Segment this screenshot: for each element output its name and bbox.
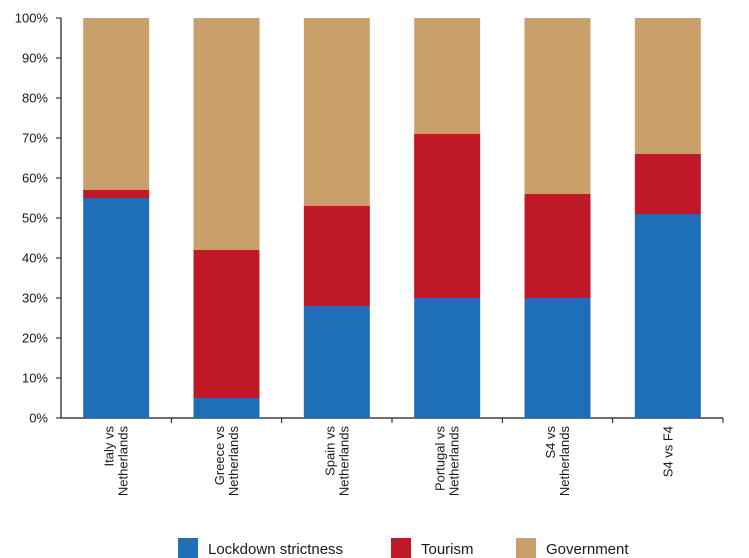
- y-tick-label: 100%: [15, 11, 49, 26]
- bar-segment-government: [193, 18, 260, 250]
- x-category-label-line: Netherlands: [447, 426, 462, 497]
- x-category-label-line: Spain vs: [322, 426, 337, 476]
- bar-segment-tourism: [634, 154, 701, 214]
- y-tick-label: 30%: [22, 291, 48, 306]
- bar-segment-government: [303, 18, 370, 206]
- legend-label: Tourism: [421, 541, 474, 558]
- y-tick-label: 90%: [22, 51, 48, 66]
- bar-segment-lockdown-strictness: [83, 198, 150, 418]
- legend: Lockdown strictness Tourism Government: [178, 538, 629, 558]
- bar-segment-lockdown-strictness: [634, 214, 701, 418]
- legend-swatch: [391, 538, 411, 558]
- x-category-label-line: Portugal vs: [433, 426, 448, 492]
- x-category-label-line: Netherlands: [226, 426, 241, 497]
- bar-segment-tourism: [303, 206, 370, 306]
- legend-swatch: [516, 538, 536, 558]
- bar-segment-lockdown-strictness: [414, 298, 481, 418]
- x-category-label: Italy vs Netherlands: [102, 426, 131, 497]
- bar-segment-lockdown-strictness: [303, 306, 370, 418]
- y-tick-label: 20%: [22, 331, 48, 346]
- x-category-label: Greece vs Netherlands: [212, 426, 241, 497]
- y-tick-label: 0%: [29, 411, 48, 426]
- x-category-label-line: Netherlands: [336, 426, 351, 497]
- x-category-label-line: Greece vs: [212, 426, 227, 486]
- bar-segment-government: [414, 18, 481, 134]
- bar-segment-lockdown-strictness: [193, 398, 260, 418]
- bar-segment-government: [83, 18, 150, 190]
- bar-segment-lockdown-strictness: [524, 298, 591, 418]
- bar-segment-tourism: [414, 134, 481, 298]
- legend-swatch: [178, 538, 198, 558]
- bar-segment-tourism: [193, 250, 260, 398]
- bar-segment-tourism: [83, 190, 150, 198]
- x-category-label: Portugal vs Netherlands: [433, 426, 462, 497]
- y-tick-label: 50%: [22, 211, 48, 226]
- y-axis-ticks: 0% 10% 20% 30% 40% 50% 60% 70% 80% 90% 100%: [15, 11, 61, 426]
- bar-segment-government: [634, 18, 701, 154]
- legend-label: Lockdown strictness: [208, 541, 343, 558]
- x-category-label-line: S4 vs F4: [660, 426, 675, 477]
- legend-label: Government: [546, 541, 629, 558]
- x-category-label-line: Netherlands: [557, 426, 572, 497]
- axes: [60, 18, 723, 419]
- x-category-label-line: Netherlands: [116, 426, 131, 497]
- bar-segment-tourism: [524, 194, 591, 298]
- y-tick-label: 10%: [22, 371, 48, 386]
- bar-segment-government: [524, 18, 591, 194]
- x-category-label-line: S4 vs: [543, 426, 558, 459]
- x-category-label: S4 vs F4: [660, 426, 675, 477]
- x-category-label: S4 vs Netherlands: [543, 426, 572, 497]
- x-axis-labels: Italy vs Netherlands Greece vs Netherlands S…: [102, 418, 724, 497]
- y-tick-label: 80%: [22, 91, 48, 106]
- x-category-label-line: Italy vs: [102, 426, 117, 467]
- y-tick-label: 40%: [22, 251, 48, 266]
- y-tick-label: 60%: [22, 171, 48, 186]
- x-category-label: Spain vs Netherlands: [322, 426, 351, 497]
- bars: [83, 18, 701, 418]
- y-tick-label: 70%: [22, 131, 48, 146]
